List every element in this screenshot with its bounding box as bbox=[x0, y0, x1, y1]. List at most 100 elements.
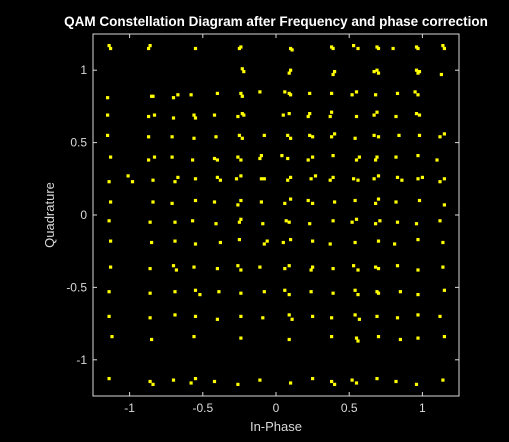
data-point bbox=[287, 293, 291, 297]
data-point bbox=[218, 240, 222, 245]
data-point bbox=[151, 200, 155, 204]
data-point bbox=[173, 313, 177, 317]
ticks-layer: -1 -0.5 0 0.5 1 -1 -0.5 0 0.5 1 bbox=[66, 34, 459, 415]
data-point bbox=[148, 291, 152, 295]
data-point bbox=[309, 290, 313, 294]
data-point bbox=[417, 133, 422, 137]
data-point bbox=[237, 46, 241, 51]
data-point bbox=[192, 136, 196, 140]
data-point bbox=[441, 265, 445, 269]
data-point bbox=[353, 240, 357, 245]
data-point bbox=[350, 378, 354, 382]
data-point bbox=[353, 288, 357, 292]
data-point bbox=[212, 113, 217, 117]
data-point bbox=[218, 178, 222, 182]
data-point bbox=[441, 378, 445, 382]
data-point bbox=[193, 314, 198, 318]
data-point bbox=[287, 264, 291, 268]
data-point bbox=[374, 222, 378, 226]
data-point bbox=[416, 46, 420, 51]
data-point bbox=[240, 94, 244, 98]
data-point bbox=[352, 264, 356, 268]
data-point bbox=[286, 133, 290, 137]
data-point bbox=[414, 222, 419, 226]
data-point bbox=[287, 71, 291, 75]
data-point bbox=[416, 177, 420, 181]
x-tick-label: 0 bbox=[273, 401, 280, 415]
data-point bbox=[262, 290, 266, 294]
data-point bbox=[356, 178, 360, 182]
data-point bbox=[356, 293, 360, 297]
data-point bbox=[107, 314, 111, 318]
data-point bbox=[193, 288, 198, 292]
data-point bbox=[198, 293, 202, 297]
data-point bbox=[331, 175, 335, 179]
data-point bbox=[148, 44, 152, 48]
data-point bbox=[311, 155, 315, 159]
data-point bbox=[330, 110, 334, 114]
data-point bbox=[171, 116, 176, 120]
data-point bbox=[331, 154, 335, 158]
data-point bbox=[148, 220, 152, 224]
data-point bbox=[414, 68, 419, 72]
data-point bbox=[283, 201, 287, 205]
data-point bbox=[376, 197, 381, 201]
data-point bbox=[442, 203, 446, 207]
data-point bbox=[236, 264, 240, 268]
y-axis-label: Quadrature bbox=[42, 182, 57, 248]
data-point bbox=[308, 133, 312, 137]
data-point bbox=[176, 175, 180, 179]
data-point bbox=[395, 220, 400, 224]
data-point bbox=[416, 238, 420, 242]
data-point bbox=[239, 198, 243, 203]
data-point bbox=[376, 71, 381, 75]
data-point bbox=[330, 379, 334, 384]
data-point bbox=[374, 158, 378, 162]
data-point bbox=[290, 48, 294, 52]
data-point bbox=[311, 135, 315, 139]
data-point bbox=[281, 240, 285, 245]
data-point bbox=[375, 110, 379, 114]
data-point bbox=[328, 178, 332, 182]
data-point bbox=[152, 155, 157, 159]
data-point bbox=[215, 91, 219, 95]
data-point bbox=[376, 46, 381, 51]
data-point bbox=[414, 112, 419, 116]
data-point bbox=[106, 133, 110, 137]
data-point bbox=[354, 114, 359, 119]
data-point bbox=[289, 381, 293, 385]
data-point bbox=[173, 239, 177, 243]
data-point bbox=[259, 154, 263, 158]
data-point bbox=[283, 267, 287, 271]
data-point bbox=[171, 378, 176, 382]
data-point bbox=[170, 201, 174, 205]
data-point bbox=[214, 135, 218, 139]
data-point bbox=[375, 314, 379, 318]
data-point bbox=[265, 239, 269, 243]
data-point bbox=[262, 133, 266, 137]
data-point bbox=[174, 268, 178, 272]
data-point bbox=[239, 314, 243, 318]
data-point bbox=[107, 219, 111, 223]
data-point bbox=[148, 379, 152, 384]
data-point bbox=[214, 222, 218, 226]
data-point bbox=[416, 313, 420, 317]
data-point bbox=[417, 70, 422, 74]
data-point bbox=[212, 379, 217, 384]
data-point bbox=[376, 335, 381, 339]
data-point bbox=[330, 91, 334, 95]
data-point bbox=[286, 156, 290, 161]
data-point bbox=[333, 382, 337, 386]
data-point bbox=[330, 135, 334, 139]
data-point bbox=[354, 336, 359, 340]
data-point bbox=[239, 217, 243, 221]
data-point bbox=[311, 201, 315, 205]
data-point bbox=[328, 114, 332, 119]
data-point bbox=[416, 154, 420, 158]
data-point bbox=[192, 335, 196, 339]
data-point bbox=[170, 155, 174, 159]
data-point bbox=[309, 268, 313, 272]
data-point bbox=[442, 132, 446, 136]
data-point bbox=[109, 239, 113, 243]
